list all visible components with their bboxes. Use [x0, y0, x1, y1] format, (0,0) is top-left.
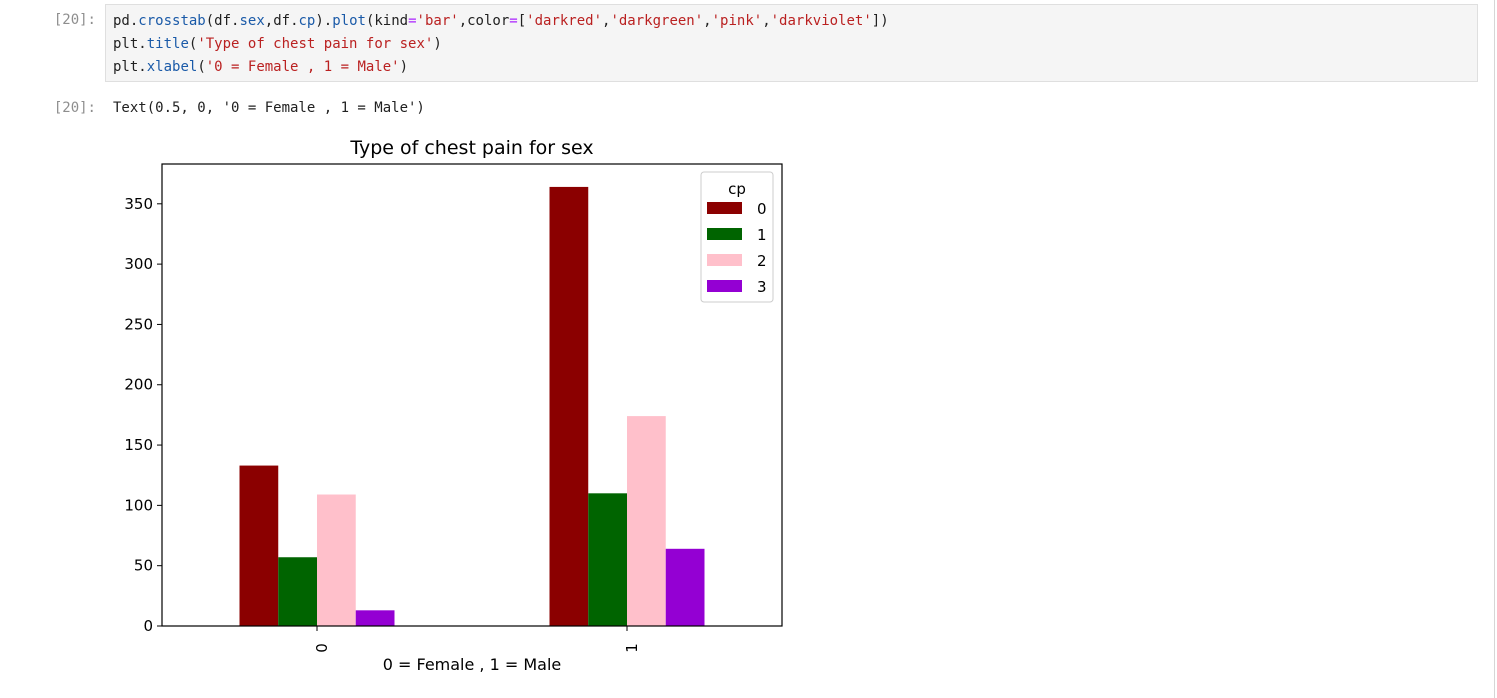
output-text: Text(0.5, 0, '0 = Female , 1 = Male') — [113, 100, 425, 116]
bar-cp-3-sex-1 — [665, 548, 705, 626]
x-tick-label: 0 — [313, 643, 331, 653]
code-token: 'pink' — [711, 13, 763, 29]
y-tick-label: 350 — [124, 195, 153, 213]
legend-swatch-2 — [707, 254, 742, 266]
input-prompt: [20]: — [53, 12, 96, 28]
code-token: ( — [188, 36, 198, 52]
code-line: plt.xlabel('0 = Female , 1 = Male') — [113, 59, 408, 75]
bar-cp-3-sex-0 — [355, 610, 395, 626]
legend-swatch-0 — [707, 202, 742, 214]
y-tick-label: 150 — [124, 436, 153, 454]
code-token: plot — [332, 13, 366, 29]
code-token: = — [509, 13, 518, 29]
bar-cp-2-sex-1 — [627, 416, 666, 626]
bar-cp-0-sex-1 — [549, 186, 589, 626]
x-tick-label: 1 — [623, 643, 641, 653]
code-token: (kind — [365, 13, 409, 29]
code-token: xlabel — [146, 59, 198, 75]
code-token: 'Type of chest pain for sex' — [197, 36, 434, 52]
legend-title: cp — [728, 180, 746, 198]
x-axis-label: 0 = Female , 1 = Male — [383, 655, 562, 674]
code-token: pd — [113, 13, 130, 29]
y-tick-label: 0 — [143, 617, 153, 635]
code-token: . — [290, 13, 299, 29]
legend-swatch-3 — [707, 280, 742, 292]
code-token: plt — [113, 36, 139, 52]
plot-frame — [161, 163, 783, 627]
y-tick-label: 100 — [124, 496, 153, 514]
code-token: . — [231, 13, 240, 29]
legend-swatch-1 — [707, 228, 742, 240]
code-token: , — [602, 13, 611, 29]
code-cell-editor[interactable]: pd.crosstab(df.sex,df.cp).plot(kind='bar… — [105, 4, 1478, 82]
code-token: ,color — [458, 13, 510, 29]
bar-chart: Type of chest pain for sex 0 = Female , … — [124, 137, 783, 674]
bar-cp-0-sex-0 — [239, 465, 279, 626]
code-token: crosstab — [138, 13, 206, 29]
y-tick-label: 50 — [134, 557, 153, 575]
legend: cp 0 1 2 3 — [700, 171, 774, 303]
code-token: cp — [298, 13, 316, 29]
code-token: 'darkgreen' — [610, 13, 704, 29]
output-prompt: [20]: — [53, 100, 96, 116]
y-tick-label: 300 — [124, 255, 153, 273]
chart-title: Type of chest pain for sex — [349, 137, 593, 159]
bar-cp-1-sex-0 — [278, 557, 317, 626]
notebook-right-edge — [1494, 0, 1495, 698]
bar-cp-1-sex-1 — [588, 493, 627, 626]
code-token: sex — [239, 13, 265, 29]
code-token: 'darkviolet' — [770, 13, 872, 29]
code-token: ( — [197, 59, 206, 75]
code-token: . — [323, 13, 333, 29]
code-token: ) — [315, 13, 324, 29]
code-token: '0 = Female , 1 = Male' — [205, 59, 400, 75]
legend-label-3: 3 — [757, 278, 767, 296]
code-token: ]) — [871, 13, 889, 29]
legend-label-2: 2 — [757, 252, 767, 270]
code-token: ) — [433, 36, 442, 52]
code-token: [ — [517, 13, 527, 29]
code-token: = — [408, 13, 417, 29]
legend-label-0: 0 — [757, 200, 767, 218]
code-token: ,df — [264, 13, 291, 29]
bar-cp-2-sex-0 — [317, 494, 356, 626]
code-token: 'bar' — [416, 13, 459, 29]
code-token: plt — [113, 59, 139, 75]
code-token: (df — [205, 13, 232, 29]
code-line: plt.title('Type of chest pain for sex') — [113, 36, 442, 52]
code-token: ) — [399, 59, 409, 75]
code-token: . — [138, 36, 147, 52]
code-token: title — [146, 36, 189, 52]
y-tick-label: 200 — [124, 376, 153, 394]
code-token: . — [138, 59, 147, 75]
code-line: pd.crosstab(df.sex,df.cp).plot(kind='bar… — [113, 13, 889, 29]
code-token: , — [762, 13, 771, 29]
legend-label-1: 1 — [757, 226, 767, 244]
code-token: , — [703, 13, 712, 29]
y-tick-label: 250 — [124, 315, 153, 333]
code-token: 'darkred' — [526, 13, 603, 29]
code-token: . — [129, 13, 139, 29]
